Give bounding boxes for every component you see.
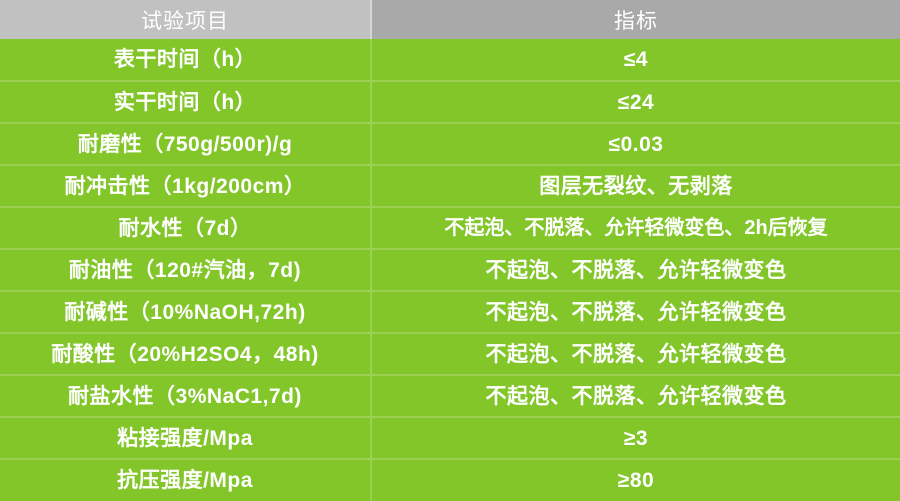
cell-test-item: 耐冲击性（1kg/200cm）	[0, 164, 372, 207]
cell-index: 不起泡、不脱落、允许轻微变色	[371, 290, 900, 333]
cell-index: ≤4	[623, 48, 649, 71]
cell-test-item: 抗压强度/Mpa	[0, 458, 372, 501]
cell-index: 不起泡、不脱落、允许轻微变色	[371, 332, 900, 375]
table-body: 表干时间（h） ≤4 实干时间（h） ≤24 耐磨性（750g/500r)/g …	[0, 39, 900, 501]
table-row: 耐碱性（10%NaOH,72h) 不起泡、不脱落、允许轻微变色	[0, 290, 900, 333]
cell-index: 不起泡、不脱落、允许轻微变色	[371, 374, 900, 417]
cell-test-item: 耐碱性（10%NaOH,72h)	[0, 290, 372, 333]
table-row: 粘接强度/Mpa ≥3	[0, 416, 900, 459]
cell-test-item: 耐酸性（20%H2SO4，48h)	[0, 332, 372, 375]
table-row: 抗压强度/Mpa ≥80	[0, 458, 900, 501]
column-header-index: 指标	[371, 0, 900, 39]
table-row: 耐油性（120#汽油，7d) 不起泡、不脱落、允许轻微变色	[0, 248, 900, 291]
cell-test-item: 耐水性（7d）	[0, 206, 372, 249]
cell-test-item: 耐盐水性（3%NaC1,7d)	[0, 374, 372, 417]
cell-test-item: 表干时间（h）	[0, 39, 372, 81]
table-row: 耐水性（7d） 不起泡、不脱落、允许轻微变色、2h后恢复	[0, 206, 900, 249]
cell-index: ≥3	[371, 416, 900, 459]
cell-index: 不起泡、不脱落、允许轻微变色	[371, 248, 900, 291]
cell-index: 不起泡、不脱落、允许轻微变色、2h后恢复	[371, 206, 900, 249]
table-header: 试验项目 指标	[0, 0, 900, 39]
table-row: 实干时间（h） ≤24	[0, 80, 900, 123]
cell-test-item: 粘接强度/Mpa	[0, 416, 372, 459]
cell-index: ≥80	[371, 458, 900, 501]
table-row: 耐冲击性（1kg/200cm） 图层无裂纹、无剥落	[0, 164, 900, 207]
table-row: 耐盐水性（3%NaC1,7d) 不起泡、不脱落、允许轻微变色	[0, 374, 900, 417]
cell-test-item: 耐油性（120#汽油，7d)	[0, 248, 372, 291]
table-row: 耐磨性（750g/500r)/g ≤0.03	[0, 122, 900, 165]
cell-test-item: 实干时间（h）	[0, 80, 372, 123]
cell-test-item: 耐磨性（750g/500r)/g	[0, 122, 372, 165]
cell-index: ≤24	[371, 80, 900, 123]
cell-index: 图层无裂纹、无剥落	[371, 164, 900, 207]
table-header-row: 试验项目 指标	[0, 0, 900, 39]
table-row: 表干时间（h） ≤4	[0, 39, 900, 81]
cell-index: ≤0.03	[371, 122, 900, 165]
column-header-test-item: 试验项目	[0, 0, 372, 39]
table-row: 耐酸性（20%H2SO4，48h) 不起泡、不脱落、允许轻微变色	[0, 332, 900, 375]
